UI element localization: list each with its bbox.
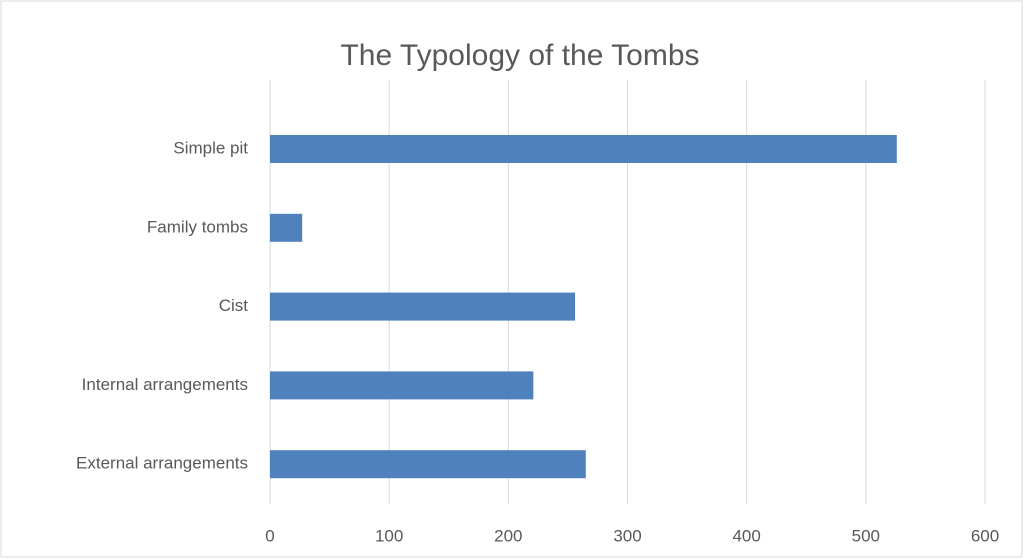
bar [270, 371, 534, 400]
chart-title: The Typology of the Tombs [340, 39, 699, 72]
x-tick-label: 100 [375, 526, 403, 545]
x-tick-label: 400 [732, 526, 760, 545]
y-tick-label: Family tombs [147, 217, 248, 236]
x-tick-label: 300 [613, 526, 641, 545]
bar [270, 213, 303, 242]
bar [270, 450, 586, 479]
y-tick-label: Internal arrangements [82, 375, 248, 394]
y-tick-label: Cist [219, 296, 249, 315]
x-tick-label: 200 [494, 526, 522, 545]
y-tick-label: Simple pit [173, 138, 248, 157]
y-tick-label: External arrangements [76, 454, 248, 473]
x-tick-label: 0 [265, 526, 274, 545]
x-tick-label: 600 [971, 526, 999, 545]
x-tick-label: 500 [852, 526, 880, 545]
bar [270, 135, 897, 163]
bar [270, 292, 576, 321]
